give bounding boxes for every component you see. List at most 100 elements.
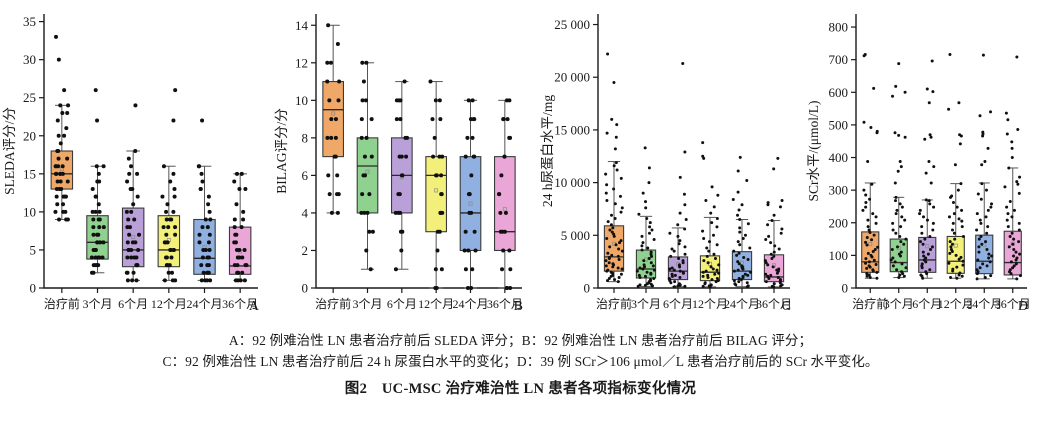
data-point (891, 256, 895, 260)
data-point (894, 84, 898, 88)
data-point (932, 165, 936, 169)
data-point (613, 202, 617, 206)
data-point (920, 225, 924, 229)
data-point (333, 135, 338, 140)
data-point (243, 187, 248, 192)
x-tick-label-5: 36个月 (995, 297, 1031, 311)
data-point (360, 98, 365, 103)
data-point (206, 255, 211, 260)
data-point (947, 261, 951, 265)
data-point (988, 260, 992, 264)
data-point (1015, 277, 1019, 281)
data-point (200, 179, 205, 184)
y-tick-label: 0 (842, 281, 849, 296)
data-point (676, 223, 680, 227)
data-point (893, 181, 897, 185)
data-point (648, 225, 652, 229)
data-point (875, 276, 879, 280)
data-point (208, 278, 213, 283)
data-point (678, 269, 682, 273)
box-rect (493, 156, 516, 252)
data-point (55, 118, 60, 123)
data-point (865, 272, 869, 276)
data-point (164, 255, 169, 260)
y-tick-label: 5 000 (561, 228, 590, 243)
data-point (56, 164, 61, 169)
data-point (207, 232, 212, 237)
data-point (362, 210, 367, 215)
data-point (164, 232, 169, 237)
data-point (864, 240, 868, 244)
y-tick-label: 4 (302, 205, 309, 220)
data-point (364, 248, 369, 253)
data-point (876, 245, 880, 249)
data-point (197, 240, 202, 245)
data-point (58, 171, 63, 176)
data-point (206, 202, 211, 207)
data-point (923, 237, 927, 241)
data-point (737, 208, 741, 212)
data-point (1006, 118, 1010, 122)
data-point (91, 232, 96, 237)
data-point (97, 225, 102, 230)
y-tick-label: 700 (829, 52, 849, 67)
data-point (738, 243, 742, 247)
data-point (715, 225, 719, 229)
data-point (864, 261, 868, 265)
figure-title: 图2 UC-MSC 治疗难治性 LN 患者各项指标变化情况 (344, 381, 697, 397)
data-point (237, 255, 242, 260)
x-tick-label-3: 12个月 (938, 297, 974, 311)
data-point (615, 123, 619, 127)
data-point (606, 251, 610, 255)
data-point (240, 255, 245, 260)
data-point (328, 60, 333, 65)
mean-marker (365, 169, 370, 174)
data-point (861, 208, 865, 212)
data-point (701, 270, 705, 274)
data-point (611, 265, 615, 269)
data-point (619, 176, 623, 180)
data-point (649, 261, 653, 265)
data-point (619, 272, 623, 276)
data-point (950, 249, 954, 253)
data-point (635, 269, 639, 273)
data-point (364, 135, 369, 140)
data-point (606, 279, 609, 283)
data-point (899, 225, 903, 229)
data-point (715, 216, 719, 220)
data-point (978, 114, 982, 118)
data-point (1014, 262, 1018, 266)
data-point (738, 218, 742, 221)
data-point (708, 240, 712, 244)
panel-a: 0 5 10 15 20 25 30 35 治疗前 3个月 6个月 12个月 24个月 36个月 SLEDA… (0, 0, 272, 330)
data-point (435, 248, 440, 253)
x-tick-label-4: 24个月 (452, 297, 488, 311)
data-point (607, 277, 611, 281)
data-point (920, 231, 924, 235)
data-point (903, 90, 907, 94)
data-point (871, 269, 875, 273)
panel-letter: A (249, 299, 260, 314)
data-point (668, 231, 672, 235)
data-point (648, 221, 652, 225)
y-tick-label: 15 (23, 166, 36, 181)
data-point (203, 217, 208, 222)
data-point (670, 266, 674, 270)
data-point (232, 179, 237, 184)
data-point (953, 163, 957, 167)
data-point (738, 155, 742, 159)
data-point (672, 285, 676, 289)
data-point (748, 246, 752, 250)
data-point (710, 278, 714, 282)
data-point (620, 249, 624, 253)
data-point (731, 197, 735, 201)
data-point (891, 228, 895, 232)
data-point (985, 264, 989, 268)
panel-c: 0 5 000 10 000 15 000 20 000 25 000 治疗前 3个月 6个月 1… (536, 0, 804, 330)
data-point (896, 169, 900, 173)
y-tick-label: 12 (295, 55, 308, 70)
data-point (101, 240, 106, 245)
panels-container: 0 5 10 15 20 25 30 35 治疗前 3个月 6个月 12个月 24个月 36个月 SLEDA… (0, 0, 1031, 330)
data-point (125, 278, 130, 283)
data-point (976, 192, 980, 196)
